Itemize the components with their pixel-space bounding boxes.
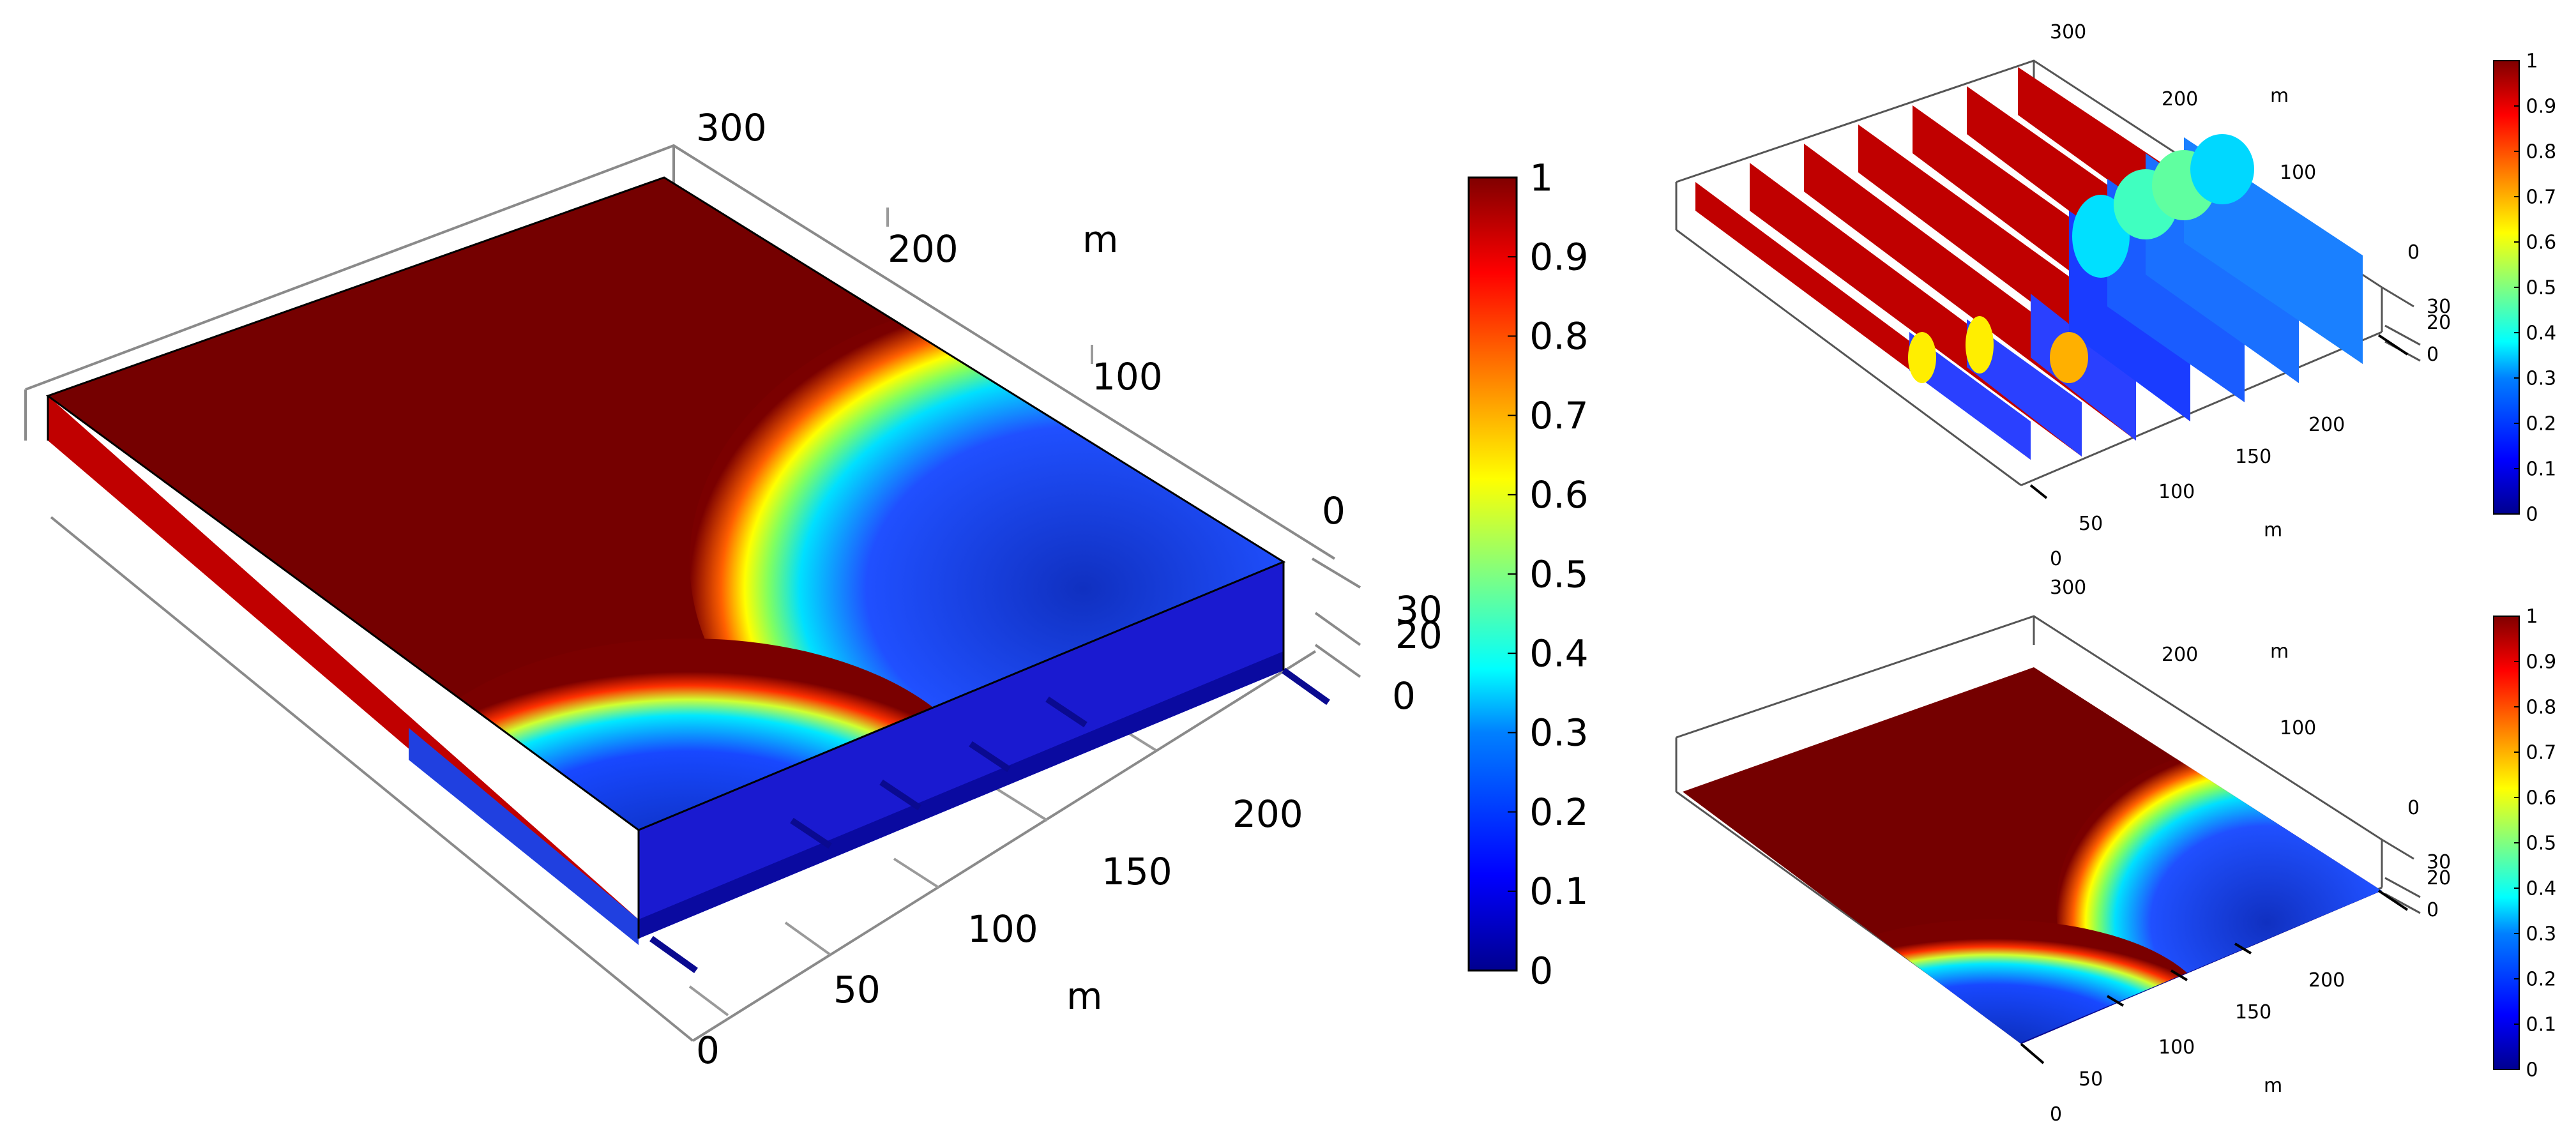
colorbar-tick-label: 0.4 bbox=[2526, 322, 2557, 345]
x-tick-100: 100 bbox=[2158, 481, 2195, 503]
z-tick-20: 20 bbox=[2427, 867, 2451, 889]
y-tick-300: 300 bbox=[2050, 577, 2086, 599]
colorbar-tick-label: 0 bbox=[2526, 1059, 2538, 1082]
y-tick-0: 0 bbox=[1322, 489, 1345, 533]
axis-labels-br: 300 200 m 100 0 30 20 0 200 150 100 50 m… bbox=[2050, 577, 2451, 1126]
axis-box bbox=[24, 144, 1361, 1042]
z-tick-20: 20 bbox=[2427, 312, 2451, 334]
colorbar-tick-label: 0.3 bbox=[2526, 368, 2557, 390]
vertical-slices bbox=[1695, 67, 2363, 460]
colorbar-tick-label: 0.6 bbox=[2526, 787, 2557, 810]
z-tick-20: 20 bbox=[1395, 614, 1443, 657]
x-tick-0: 0 bbox=[2050, 1103, 2062, 1126]
y-unit: m bbox=[1082, 218, 1119, 261]
colorbar-tick-label: 0.9 bbox=[2526, 96, 2557, 118]
y-tick-100: 100 bbox=[1092, 355, 1163, 398]
colorbar-tick-label: 0.7 bbox=[1529, 394, 1588, 437]
y-unit: m bbox=[2270, 640, 2289, 663]
x-tick-100: 100 bbox=[967, 907, 1038, 951]
z-tick-30: 30 bbox=[2427, 851, 2451, 873]
colorbar-tick-label: 0.5 bbox=[2526, 833, 2557, 855]
colorbar-tick-label: 0 bbox=[2526, 504, 2538, 526]
x-tick-0: 0 bbox=[2050, 548, 2062, 570]
colorbar-tick-label: 0.4 bbox=[2526, 878, 2557, 900]
axis-labels-tr: 300 200 m 100 0 30 20 0 200 150 100 50 m… bbox=[2050, 21, 2451, 570]
colorbar-tick-label: 0.3 bbox=[2526, 923, 2557, 946]
colorbar-tick-label: 1 bbox=[2526, 50, 2538, 73]
x-unit: m bbox=[2264, 1075, 2282, 1097]
colorbar-tick-label: 0.2 bbox=[2526, 413, 2557, 435]
plot-3d-slices: 300 200 m 100 0 30 20 0 200 150 100 50 m… bbox=[1675, 21, 2451, 570]
colorbar-tick-label: 0.1 bbox=[2526, 1014, 2557, 1036]
colorbar-tick-label: 1 bbox=[2526, 606, 2538, 628]
colorbar-tick-label: 0.9 bbox=[1529, 236, 1588, 279]
x-tick-50: 50 bbox=[2079, 1068, 2103, 1091]
colorbar-tick-label: 0.2 bbox=[2526, 969, 2557, 991]
colorbar-tick-label: 0.8 bbox=[1529, 315, 1588, 358]
x-unit: m bbox=[2264, 519, 2282, 541]
colorbar-tick-label: 0.7 bbox=[2526, 742, 2557, 764]
y-tick-200: 200 bbox=[2162, 88, 2198, 110]
colorbar-tick-label: 0.8 bbox=[2526, 697, 2557, 719]
axis-labels-left: 300 200 100 0 m 30 20 0 200 150 100 50 0… bbox=[696, 106, 1443, 1072]
x-tick-150: 150 bbox=[1102, 850, 1172, 893]
x-tick-200: 200 bbox=[2308, 969, 2345, 992]
x-tick-150: 150 bbox=[2235, 1001, 2271, 1024]
x-tick-50: 50 bbox=[2079, 513, 2103, 535]
plot-3d-bottom-surface: 300 200 m 100 0 30 20 0 200 150 100 50 m… bbox=[1675, 577, 2451, 1126]
x-tick-200: 200 bbox=[2308, 414, 2345, 436]
y-tick-300: 300 bbox=[2050, 21, 2086, 43]
z-tick-30: 30 bbox=[1395, 588, 1443, 631]
x-tick-50: 50 bbox=[833, 968, 881, 1011]
y-tick-200: 200 bbox=[888, 227, 958, 271]
colorbar-tick-label: 0.5 bbox=[1529, 552, 1588, 596]
colorbar-tick-label: 0.4 bbox=[1529, 632, 1588, 676]
y-tick-0: 0 bbox=[2407, 797, 2420, 819]
y-tick-300: 300 bbox=[696, 106, 767, 149]
y-tick-100: 100 bbox=[2280, 717, 2316, 739]
y-tick-100: 100 bbox=[2280, 162, 2316, 184]
y-tick-0: 0 bbox=[2407, 241, 2420, 264]
z-tick-0: 0 bbox=[1392, 674, 1416, 718]
colorbar-tick-label: 0.1 bbox=[1529, 870, 1588, 913]
y-tick-200: 200 bbox=[2162, 644, 2198, 666]
drain-pipes bbox=[2020, 889, 2409, 1064]
colorbar-top-right: 0 0.1 0.2 0.3 0.4 0.5 0.6 0.7 0.8 0.9 1 bbox=[2493, 50, 2557, 526]
plot-3d-block: 300 200 100 0 m 30 20 0 200 150 100 50 0… bbox=[24, 106, 1443, 1072]
colorbar-tick-label: 0.6 bbox=[1529, 473, 1588, 517]
drain-pipes bbox=[2029, 334, 2409, 499]
colorbar-tick-label: 0.6 bbox=[2526, 232, 2557, 254]
x-tick-150: 150 bbox=[2235, 446, 2271, 468]
x-unit: m bbox=[1066, 974, 1103, 1018]
colorbar-tick-label: 0.9 bbox=[2526, 651, 2557, 674]
colorbar-tick-label: 0 bbox=[1529, 949, 1553, 992]
colorbar-tick-label: 0.1 bbox=[2526, 458, 2557, 481]
colorbar-tick-label: 0.5 bbox=[2526, 277, 2557, 299]
z-tick-0: 0 bbox=[2427, 344, 2439, 366]
drain-pipes bbox=[649, 667, 1330, 974]
colorbar-tick-label: 0.2 bbox=[1529, 790, 1588, 834]
colorbar-tick-label: 0.7 bbox=[2526, 186, 2557, 209]
z-tick-30: 30 bbox=[2427, 296, 2451, 318]
colorbar-tick-label: 0.8 bbox=[2526, 141, 2557, 163]
colorbar-tick-label: 1 bbox=[1529, 156, 1553, 199]
x-tick-200: 200 bbox=[1232, 792, 1303, 836]
colorbar-bottom-right: 0 0.1 0.2 0.3 0.4 0.5 0.6 0.7 0.8 0.9 1 bbox=[2493, 606, 2557, 1082]
y-unit: m bbox=[2270, 85, 2289, 107]
x-tick-100: 100 bbox=[2158, 1036, 2195, 1059]
x-tick-0: 0 bbox=[696, 1029, 720, 1072]
colorbar-tick-label: 0.3 bbox=[1529, 711, 1588, 755]
z-tick-0: 0 bbox=[2427, 899, 2439, 921]
colorbar-main: 0 0.1 0.2 0.3 0.4 0.5 0.6 0.7 0.8 0.9 1 bbox=[1467, 156, 1589, 992]
